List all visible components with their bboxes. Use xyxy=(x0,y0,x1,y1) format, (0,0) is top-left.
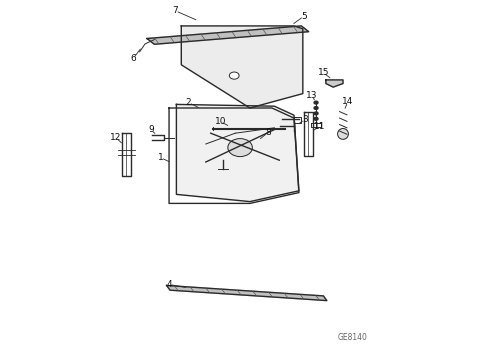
Text: 15: 15 xyxy=(318,68,329,77)
Circle shape xyxy=(314,101,318,104)
Ellipse shape xyxy=(338,129,348,139)
Text: 10: 10 xyxy=(215,117,226,126)
Text: 5: 5 xyxy=(301,12,307,21)
Text: 3: 3 xyxy=(302,115,308,124)
Text: 14: 14 xyxy=(342,97,354,106)
Circle shape xyxy=(229,72,239,79)
Text: 12: 12 xyxy=(110,133,122,142)
Circle shape xyxy=(314,107,318,109)
Text: 9: 9 xyxy=(148,125,154,134)
Text: 7: 7 xyxy=(172,6,178,15)
Text: 6: 6 xyxy=(130,54,136,63)
Polygon shape xyxy=(326,80,343,87)
Text: 11: 11 xyxy=(314,122,325,131)
Text: 4: 4 xyxy=(166,280,172,289)
Circle shape xyxy=(314,117,318,120)
Text: GE8140: GE8140 xyxy=(338,333,368,342)
Text: 1: 1 xyxy=(158,153,164,162)
Polygon shape xyxy=(167,285,327,301)
Circle shape xyxy=(228,139,252,157)
Polygon shape xyxy=(147,26,309,44)
Text: 2: 2 xyxy=(186,98,192,107)
Polygon shape xyxy=(176,104,299,202)
Polygon shape xyxy=(181,26,303,108)
Text: 13: 13 xyxy=(306,91,318,100)
Circle shape xyxy=(314,112,318,115)
Text: 8: 8 xyxy=(265,128,271,137)
